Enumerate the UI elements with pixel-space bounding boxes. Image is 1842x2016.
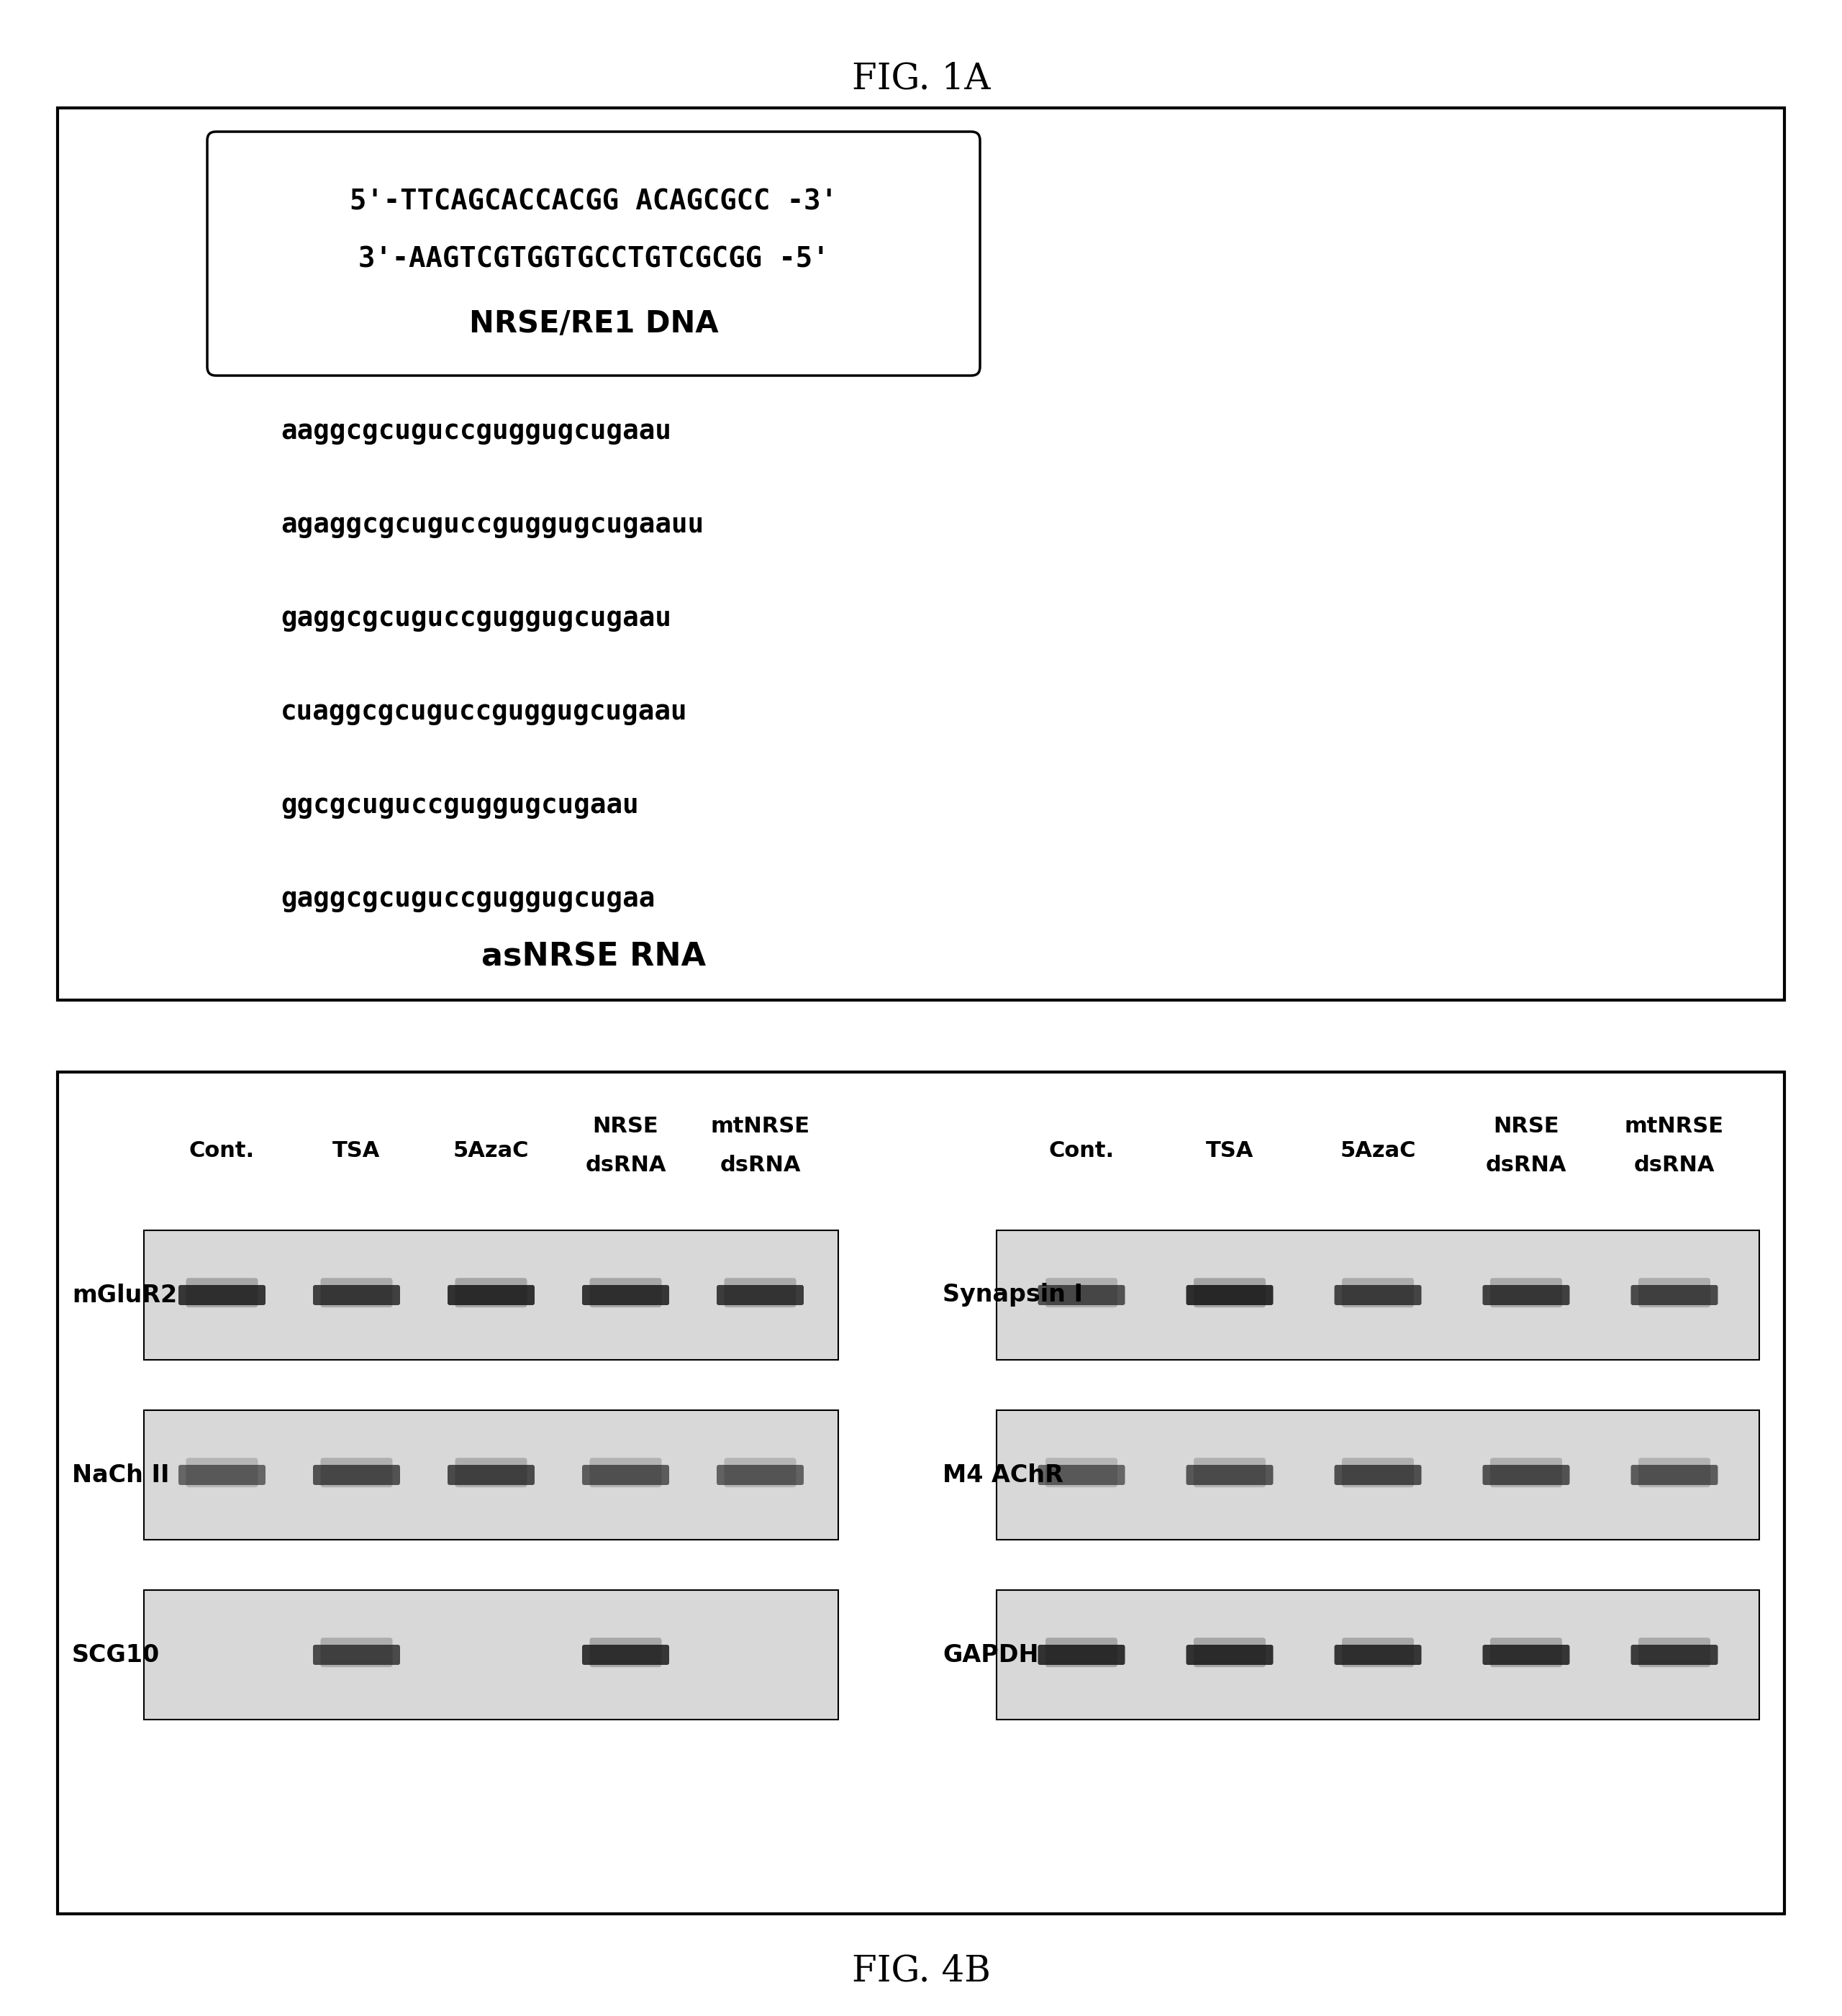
FancyBboxPatch shape [448,1466,534,1486]
FancyBboxPatch shape [582,1645,669,1665]
Text: 5AzaC: 5AzaC [1339,1141,1416,1161]
FancyBboxPatch shape [1483,1645,1569,1665]
Text: mtNRSE: mtNRSE [711,1115,810,1137]
FancyBboxPatch shape [1186,1284,1273,1304]
FancyBboxPatch shape [321,1637,392,1667]
FancyBboxPatch shape [1046,1458,1118,1488]
FancyBboxPatch shape [717,1466,803,1486]
FancyBboxPatch shape [589,1458,661,1488]
FancyBboxPatch shape [1630,1645,1719,1665]
FancyBboxPatch shape [1194,1637,1265,1667]
Text: 5'-TTCAGCACCACGG ACAGCGCC -3': 5'-TTCAGCACCACGG ACAGCGCC -3' [350,187,838,216]
Text: asNRSE RNA: asNRSE RNA [481,941,705,972]
Text: TSA: TSA [1207,1141,1254,1161]
FancyBboxPatch shape [1186,1466,1273,1486]
Text: gaggcgcuguccguggugcugaau: gaggcgcuguccguggugcugaau [280,605,670,631]
Text: mGluR2: mGluR2 [72,1284,177,1306]
FancyBboxPatch shape [1046,1637,1118,1667]
FancyBboxPatch shape [1483,1284,1569,1304]
FancyBboxPatch shape [1037,1284,1125,1304]
Bar [57,1073,1785,1913]
FancyBboxPatch shape [313,1645,400,1665]
FancyBboxPatch shape [186,1458,258,1488]
FancyBboxPatch shape [717,1284,803,1304]
Text: aaggcgcuguccguggugcugaau: aaggcgcuguccguggugcugaau [280,419,670,446]
Bar [144,1411,838,1540]
FancyBboxPatch shape [455,1458,527,1488]
FancyBboxPatch shape [1334,1466,1422,1486]
Bar [997,1411,1759,1540]
FancyBboxPatch shape [1490,1278,1562,1308]
FancyBboxPatch shape [313,1466,400,1486]
Text: SCG10: SCG10 [72,1643,160,1667]
FancyBboxPatch shape [724,1278,796,1308]
FancyBboxPatch shape [179,1284,265,1304]
Text: TSA: TSA [333,1141,381,1161]
FancyBboxPatch shape [1630,1284,1719,1304]
FancyBboxPatch shape [1638,1458,1711,1488]
FancyBboxPatch shape [582,1284,669,1304]
Text: dsRNA: dsRNA [1634,1155,1715,1175]
FancyBboxPatch shape [589,1278,661,1308]
FancyBboxPatch shape [206,131,980,375]
FancyBboxPatch shape [1194,1458,1265,1488]
FancyBboxPatch shape [582,1466,669,1486]
Bar [57,109,1785,1000]
Text: gaggcgcuguccguggugcugaa: gaggcgcuguccguggugcugaa [280,887,656,913]
Text: Cont.: Cont. [1048,1141,1114,1161]
FancyBboxPatch shape [321,1458,392,1488]
FancyBboxPatch shape [313,1284,400,1304]
Text: FIG. 4B: FIG. 4B [851,1954,991,1990]
FancyBboxPatch shape [1638,1278,1711,1308]
Bar [144,1230,838,1361]
Bar [997,1591,1759,1720]
FancyBboxPatch shape [589,1637,661,1667]
FancyBboxPatch shape [1490,1637,1562,1667]
Text: 3'-AAGTCGTGGTGCCTGTCGCGG -5': 3'-AAGTCGTGGTGCCTGTCGCGG -5' [357,246,829,272]
FancyBboxPatch shape [321,1278,392,1308]
Text: NRSE/RE1 DNA: NRSE/RE1 DNA [470,308,718,339]
Text: dsRNA: dsRNA [720,1155,801,1175]
FancyBboxPatch shape [1037,1466,1125,1486]
Text: FIG. 1A: FIG. 1A [851,60,991,97]
FancyBboxPatch shape [455,1278,527,1308]
Text: NRSE: NRSE [593,1115,659,1137]
FancyBboxPatch shape [1638,1637,1711,1667]
FancyBboxPatch shape [1483,1466,1569,1486]
FancyBboxPatch shape [1186,1645,1273,1665]
Text: M4 AChR: M4 AChR [943,1464,1063,1488]
Text: ggcgcuguccguggugcugaau: ggcgcuguccguggugcugaau [280,792,639,818]
FancyBboxPatch shape [448,1284,534,1304]
FancyBboxPatch shape [1194,1278,1265,1308]
FancyBboxPatch shape [1343,1637,1415,1667]
Text: cuaggcgcuguccguggugcugaau: cuaggcgcuguccguggugcugaau [280,700,687,726]
Text: dsRNA: dsRNA [586,1155,667,1175]
FancyBboxPatch shape [1343,1278,1415,1308]
FancyBboxPatch shape [1046,1278,1118,1308]
Bar [144,1591,838,1720]
Text: NaCh II: NaCh II [72,1464,169,1488]
Text: 5AzaC: 5AzaC [453,1141,529,1161]
Text: GAPDH: GAPDH [943,1643,1039,1667]
FancyBboxPatch shape [1490,1458,1562,1488]
FancyBboxPatch shape [724,1458,796,1488]
Text: NRSE: NRSE [1494,1115,1558,1137]
FancyBboxPatch shape [1334,1284,1422,1304]
Bar [997,1230,1759,1361]
Text: agaggcgcuguccguggugcugaauu: agaggcgcuguccguggugcugaauu [280,512,704,538]
Text: Synapsin I: Synapsin I [943,1284,1083,1306]
FancyBboxPatch shape [1334,1645,1422,1665]
FancyBboxPatch shape [1037,1645,1125,1665]
FancyBboxPatch shape [179,1466,265,1486]
Text: mtNRSE: mtNRSE [1625,1115,1724,1137]
FancyBboxPatch shape [1630,1466,1719,1486]
Text: dsRNA: dsRNA [1486,1155,1566,1175]
Text: Cont.: Cont. [190,1141,254,1161]
FancyBboxPatch shape [1343,1458,1415,1488]
FancyBboxPatch shape [186,1278,258,1308]
